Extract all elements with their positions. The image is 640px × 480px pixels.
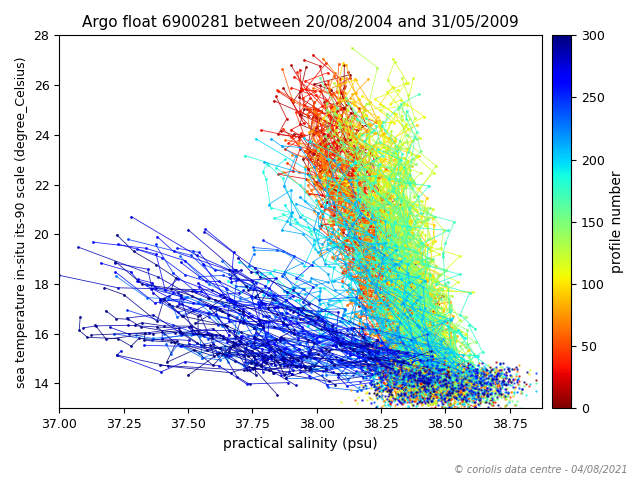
Text: © coriolis data centre - 04/08/2021: © coriolis data centre - 04/08/2021 [454,465,627,475]
Y-axis label: profile number: profile number [610,170,624,273]
X-axis label: practical salinity (psu): practical salinity (psu) [223,437,378,451]
Title: Argo float 6900281 between 20/08/2004 and 31/05/2009: Argo float 6900281 between 20/08/2004 an… [82,15,519,30]
Y-axis label: sea temperature in-situ its-90 scale (degree_Celsius): sea temperature in-situ its-90 scale (de… [15,56,28,387]
